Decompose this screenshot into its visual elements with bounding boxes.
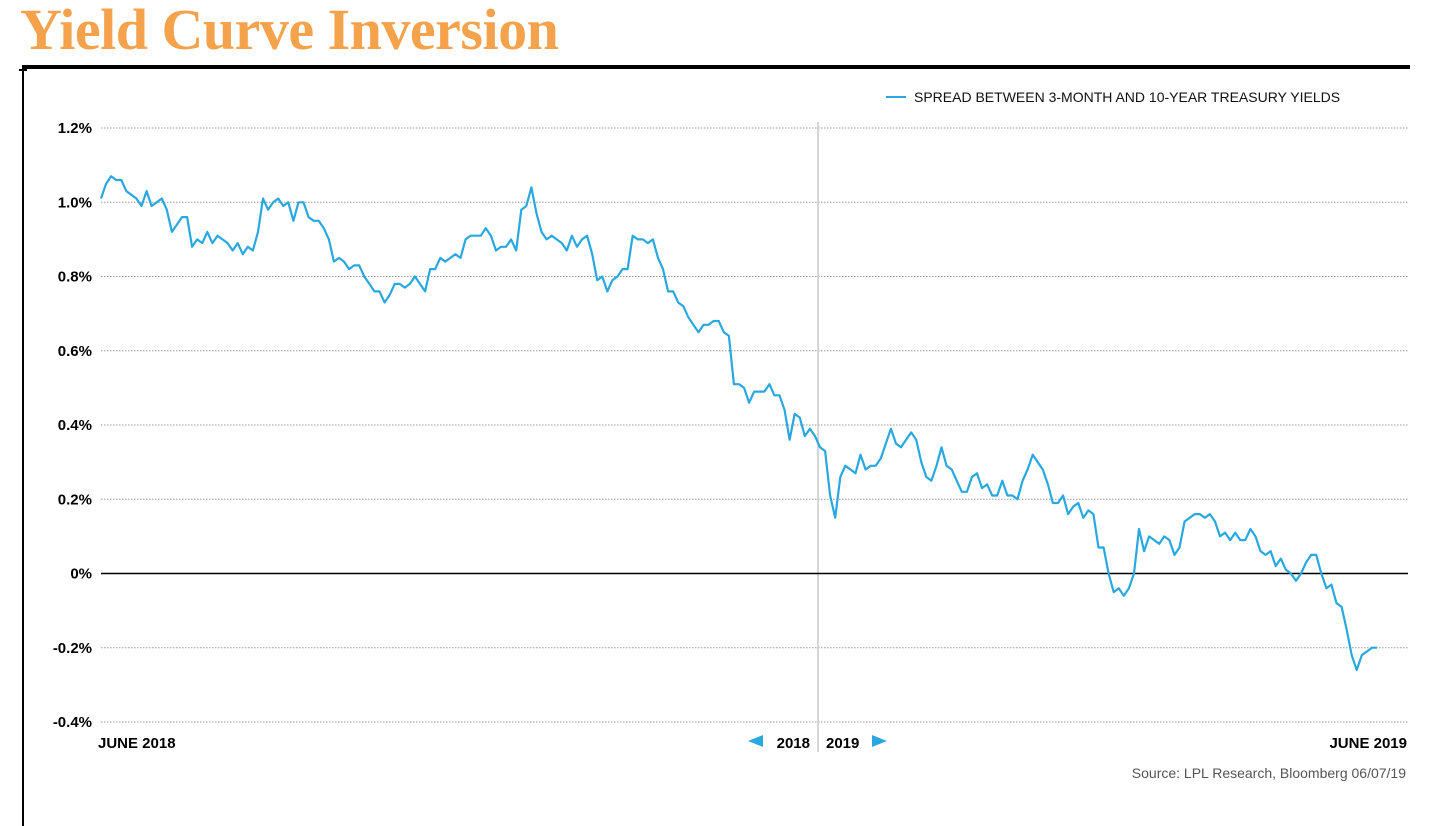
y-tick-label: 1.0% — [58, 194, 92, 211]
left-arrow-icon — [748, 735, 763, 747]
legend: SPREAD BETWEEN 3-MONTH AND 10-YEAR TREAS… — [886, 89, 1340, 105]
title-rule — [22, 65, 1410, 69]
y-tick-label: -0.4% — [53, 714, 92, 731]
spread-series-line — [99, 175, 1377, 672]
x-axis-labels: JUNE 2018 2018 2019 JUNE 2019 — [98, 735, 1407, 752]
gridlines — [101, 127, 1408, 723]
x-label-year-left: 2018 — [777, 735, 810, 752]
chart-title: Yield Curve Inversion — [20, 0, 559, 62]
y-axis-tick-labels: 1.2% 1.0% 0.8% 0.6% 0.4% 0.2% 0% -0.2% -0.4% — [53, 120, 92, 731]
x-label-year-right: 2019 — [826, 735, 859, 752]
left-rule-tick — [19, 69, 27, 71]
legend-label: SPREAD BETWEEN 3-MONTH AND 10-YEAR TREAS… — [914, 89, 1340, 105]
y-tick-label: 1.2% — [58, 120, 92, 137]
left-rule — [22, 69, 24, 826]
y-tick-label: 0.4% — [58, 417, 92, 434]
y-tick-label: 0.2% — [58, 491, 92, 508]
x-label-start: JUNE 2018 — [98, 735, 176, 752]
y-tick-label: -0.2% — [53, 640, 92, 657]
y-tick-label: 0% — [70, 566, 92, 583]
x-label-end: JUNE 2019 — [1329, 735, 1407, 752]
right-arrow-icon — [872, 735, 887, 747]
source-note: Source: LPL Research, Bloomberg 06/07/19 — [1131, 765, 1406, 781]
y-tick-label: 0.6% — [58, 343, 92, 360]
y-tick-label: 0.8% — [58, 269, 92, 286]
